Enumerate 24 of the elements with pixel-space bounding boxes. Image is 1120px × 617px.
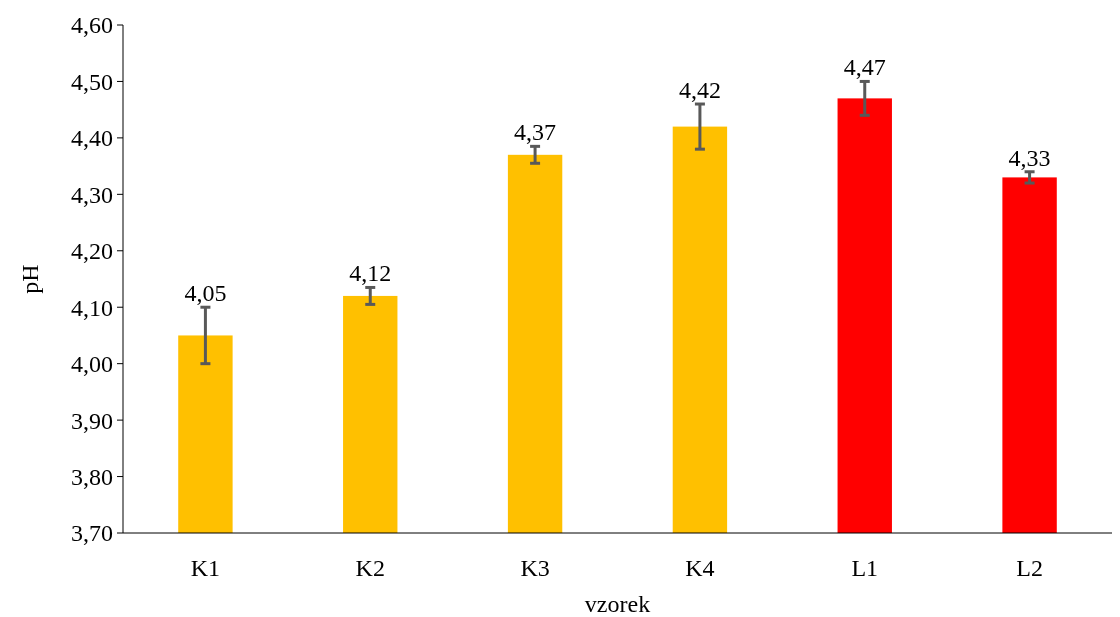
x-axis-title: vzorek [584, 591, 651, 617]
y-tick-label: 4,10 [71, 294, 113, 321]
y-tick-label: 3,70 [71, 520, 113, 547]
x-tick-label: L1 [851, 555, 879, 581]
y-tick-label: 4,40 [71, 125, 113, 152]
data-label: 4,47 [843, 54, 886, 81]
data-label: 4,33 [1008, 144, 1051, 171]
x-tick-label: L2 [1016, 555, 1043, 581]
data-label: 4,05 [184, 280, 227, 307]
y-tick-label: 4,60 [71, 12, 113, 39]
x-tick-label: K2 [355, 555, 385, 581]
data-label: 4,42 [678, 77, 721, 104]
x-tick-label: K1 [190, 555, 221, 581]
data-label: 4,37 [514, 119, 557, 146]
y-tick-label: 4,20 [71, 238, 113, 265]
x-tick-label: K4 [685, 555, 715, 581]
y-tick-label: 4,00 [71, 351, 113, 378]
y-tick-label: 3,80 [71, 463, 113, 490]
y-tick-label: 3,90 [71, 407, 113, 434]
y-tick-label: 4,30 [71, 181, 113, 208]
data-label: 4,12 [349, 260, 392, 287]
x-tick-label: K3 [520, 555, 550, 581]
y-axis-title: pH [17, 264, 43, 294]
y-tick-label: 4,50 [71, 68, 113, 95]
